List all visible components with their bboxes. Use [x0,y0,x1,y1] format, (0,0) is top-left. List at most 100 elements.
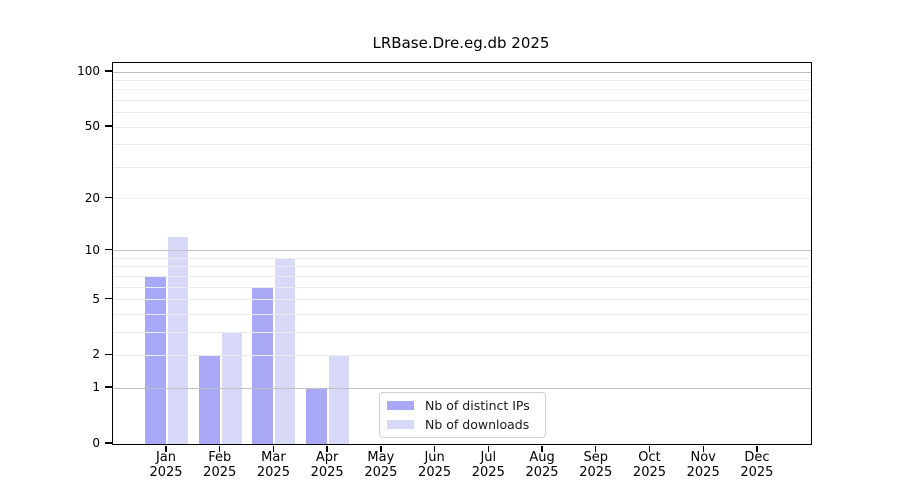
y-tick-label: 100 [77,64,100,79]
y-tick-mark [105,442,112,444]
gridline-minor [113,126,811,128]
x-tick-year: 2025 [310,465,344,480]
x-tick-mark [272,446,275,452]
x-tick-mark [756,446,758,452]
legend: Nb of distinct IPs Nb of downloads [379,392,546,438]
gridline-minor [113,266,811,268]
bar-downloads-mar [275,258,296,444]
x-tick-month: Feb [208,450,232,465]
x-tick-year: 2025 [632,465,667,480]
gridline-minor [113,331,811,333]
x-tick-year: 2025 [256,465,290,480]
x-tick-mark [380,446,382,452]
x-tick-mark [487,446,489,452]
gridline-minor [113,89,811,91]
x-tick-label-mar: Mar 2025 [243,450,303,480]
x-tick-month: Jan [155,450,177,465]
y-tick-mark [105,386,112,388]
gridline-major [113,71,811,73]
x-tick-mark [648,446,651,452]
gridline-minor [113,198,811,200]
legend-swatch-distinct-ips-icon [387,400,414,410]
x-tick-year: 2025 [471,465,505,480]
bar-downloads-jan [168,237,188,444]
x-tick-label-may: May 2025 [351,450,411,480]
y-tick-label: 5 [92,291,100,306]
gridline-minor [113,144,811,146]
gridline-minor [113,79,811,81]
bar-distinct-ips-feb [198,355,220,444]
x-tick-month: Dec [744,450,770,465]
gridline-minor [113,286,811,288]
x-tick-mark [326,446,328,452]
x-tick-year: 2025 [579,465,613,480]
gridline-minor [113,257,811,259]
x-tick-month: Nov [690,450,716,465]
x-tick-label-jul: Jul 2025 [458,450,518,480]
y-tick-label: 0 [92,436,100,450]
x-tick-year: 2025 [149,465,183,480]
x-tick-month: Apr [315,450,339,465]
x-tick-month: Jul [480,450,497,465]
x-tick-month: Aug [529,450,555,465]
x-tick-label-feb: Feb 2025 [190,450,250,480]
x-tick-year: 2025 [525,465,559,480]
legend-item-distinct-ips: Nb of distinct IPs [387,398,545,413]
gridline-minor [113,99,811,101]
x-tick-mark [541,446,543,452]
bar-distinct-ips-apr [306,388,328,444]
y-tick-mark [105,70,112,72]
chart-title: LRBase.Dre.eg.db 2025 [372,34,550,52]
x-tick-label-jun: Jun 2025 [405,450,465,480]
bar-downloads-apr [329,355,350,444]
bar-distinct-ips-jan [145,276,166,444]
x-tick-label-aug: Aug 2025 [512,450,572,480]
y-tick-label: 1 [92,380,100,395]
y-tick-mark [105,196,112,199]
x-tick-year: 2025 [364,465,398,480]
x-tick-year: 2025 [686,465,720,480]
x-tick-mark [433,446,436,452]
x-tick-label-jan: Jan 2025 [136,450,196,480]
gridline-minor [113,166,811,168]
gridline-minor [113,299,811,301]
y-tick-mark [105,249,112,251]
x-tick-mark [219,446,221,452]
x-tick-month: Mar [261,450,286,465]
y-tick-label: 2 [92,347,100,362]
x-tick-mark [702,446,704,452]
x-tick-mark [165,446,167,452]
x-tick-label-nov: Nov 2025 [673,450,733,480]
x-tick-mark [595,446,597,452]
bar-distinct-ips-mar [252,287,274,444]
x-tick-label-dec: Dec 2025 [727,450,787,480]
y-tick-label: 50 [84,119,100,134]
gridline-minor [113,112,811,114]
x-tick-month: Sep [583,450,608,465]
y-tick-label: 20 [84,190,100,205]
legend-label-downloads: Nb of downloads [425,417,530,433]
x-tick-month: May [367,450,395,465]
y-tick-label: 10 [84,242,100,257]
x-tick-month: Jun [424,450,445,465]
x-tick-month: Oct [638,450,661,465]
gridline-major [113,387,811,389]
x-tick-label-oct: Oct 2025 [619,450,679,480]
x-tick-label-sep: Sep 2025 [566,450,626,480]
plot-area: Nb of distinct IPs Nb of downloads [112,62,812,445]
x-tick-year: 2025 [418,465,452,480]
legend-swatch-downloads-icon [387,420,414,430]
y-tick-mark [105,297,112,300]
gridline-minor [113,275,811,277]
y-tick-mark [105,353,112,356]
x-tick-label-apr: Apr 2025 [297,450,357,480]
y-tick-mark [105,125,112,127]
legend-item-downloads: Nb of downloads [387,417,545,432]
legend-label-distinct-ips: Nb of distinct IPs [425,397,530,413]
x-tick-year: 2025 [203,465,237,480]
gridline-minor [113,313,811,315]
x-tick-year: 2025 [740,465,774,480]
gridline-minor [113,354,811,356]
gridline-major [113,250,811,252]
